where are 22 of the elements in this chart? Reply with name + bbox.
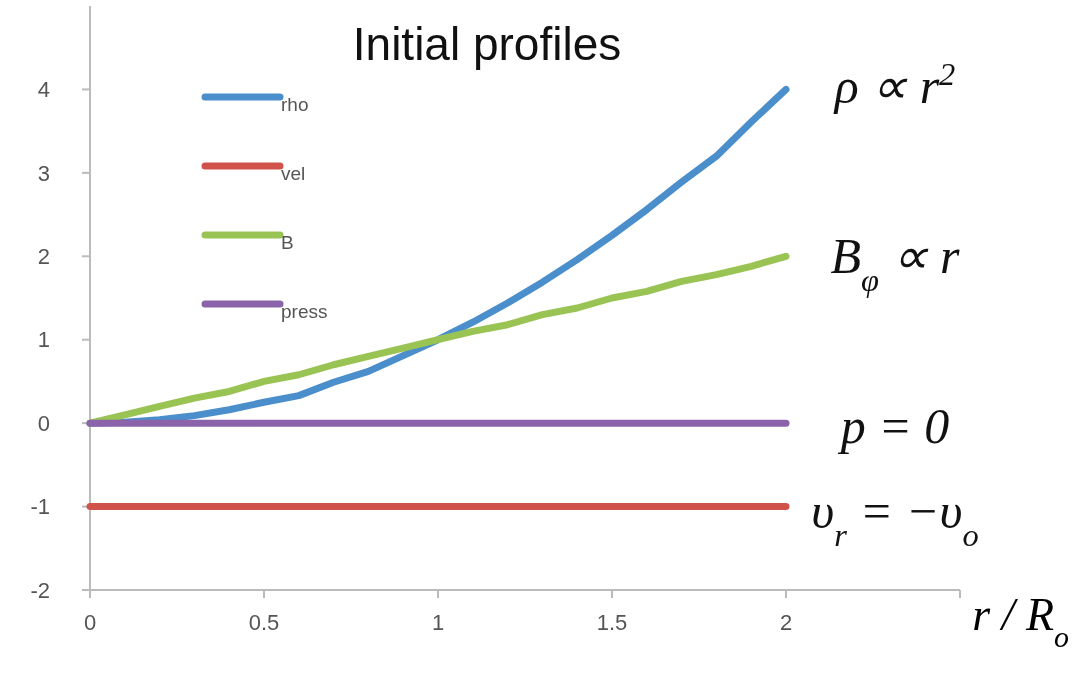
annotation: p = 0 (837, 397, 950, 454)
y-tick-label: -2 (30, 577, 50, 603)
x-tick-label: 1 (431, 610, 445, 635)
x-tick-label: 1.5 (596, 610, 628, 635)
y-tick-label: 0 (37, 410, 50, 436)
x-tick-label: 0 (83, 610, 97, 635)
x-axis-title: r / R$_{o}$ (972, 589, 1070, 653)
x-tick-label: 0.5 (248, 610, 280, 635)
y-tick-label: -1 (30, 494, 50, 520)
y-tick-label: 2 (37, 243, 50, 269)
annotation: B$_{φ}$ ∝ r (830, 227, 961, 298)
x-tick-label: 2 (779, 610, 793, 635)
annotation: ρ ∝ r$^{2}$ (832, 55, 956, 114)
legend-label: B (281, 232, 294, 253)
annotation: υ$_{r}$ = −υ$_{o}$ (811, 482, 979, 553)
y-tick-label: 3 (37, 160, 50, 186)
legend-label: rho (281, 94, 309, 115)
legend-label: press (281, 301, 328, 322)
chart-title: Initial profiles (352, 18, 622, 70)
legend-label: vel (281, 163, 306, 184)
y-tick-label: 1 (37, 327, 50, 353)
y-tick-label: 4 (37, 77, 50, 103)
